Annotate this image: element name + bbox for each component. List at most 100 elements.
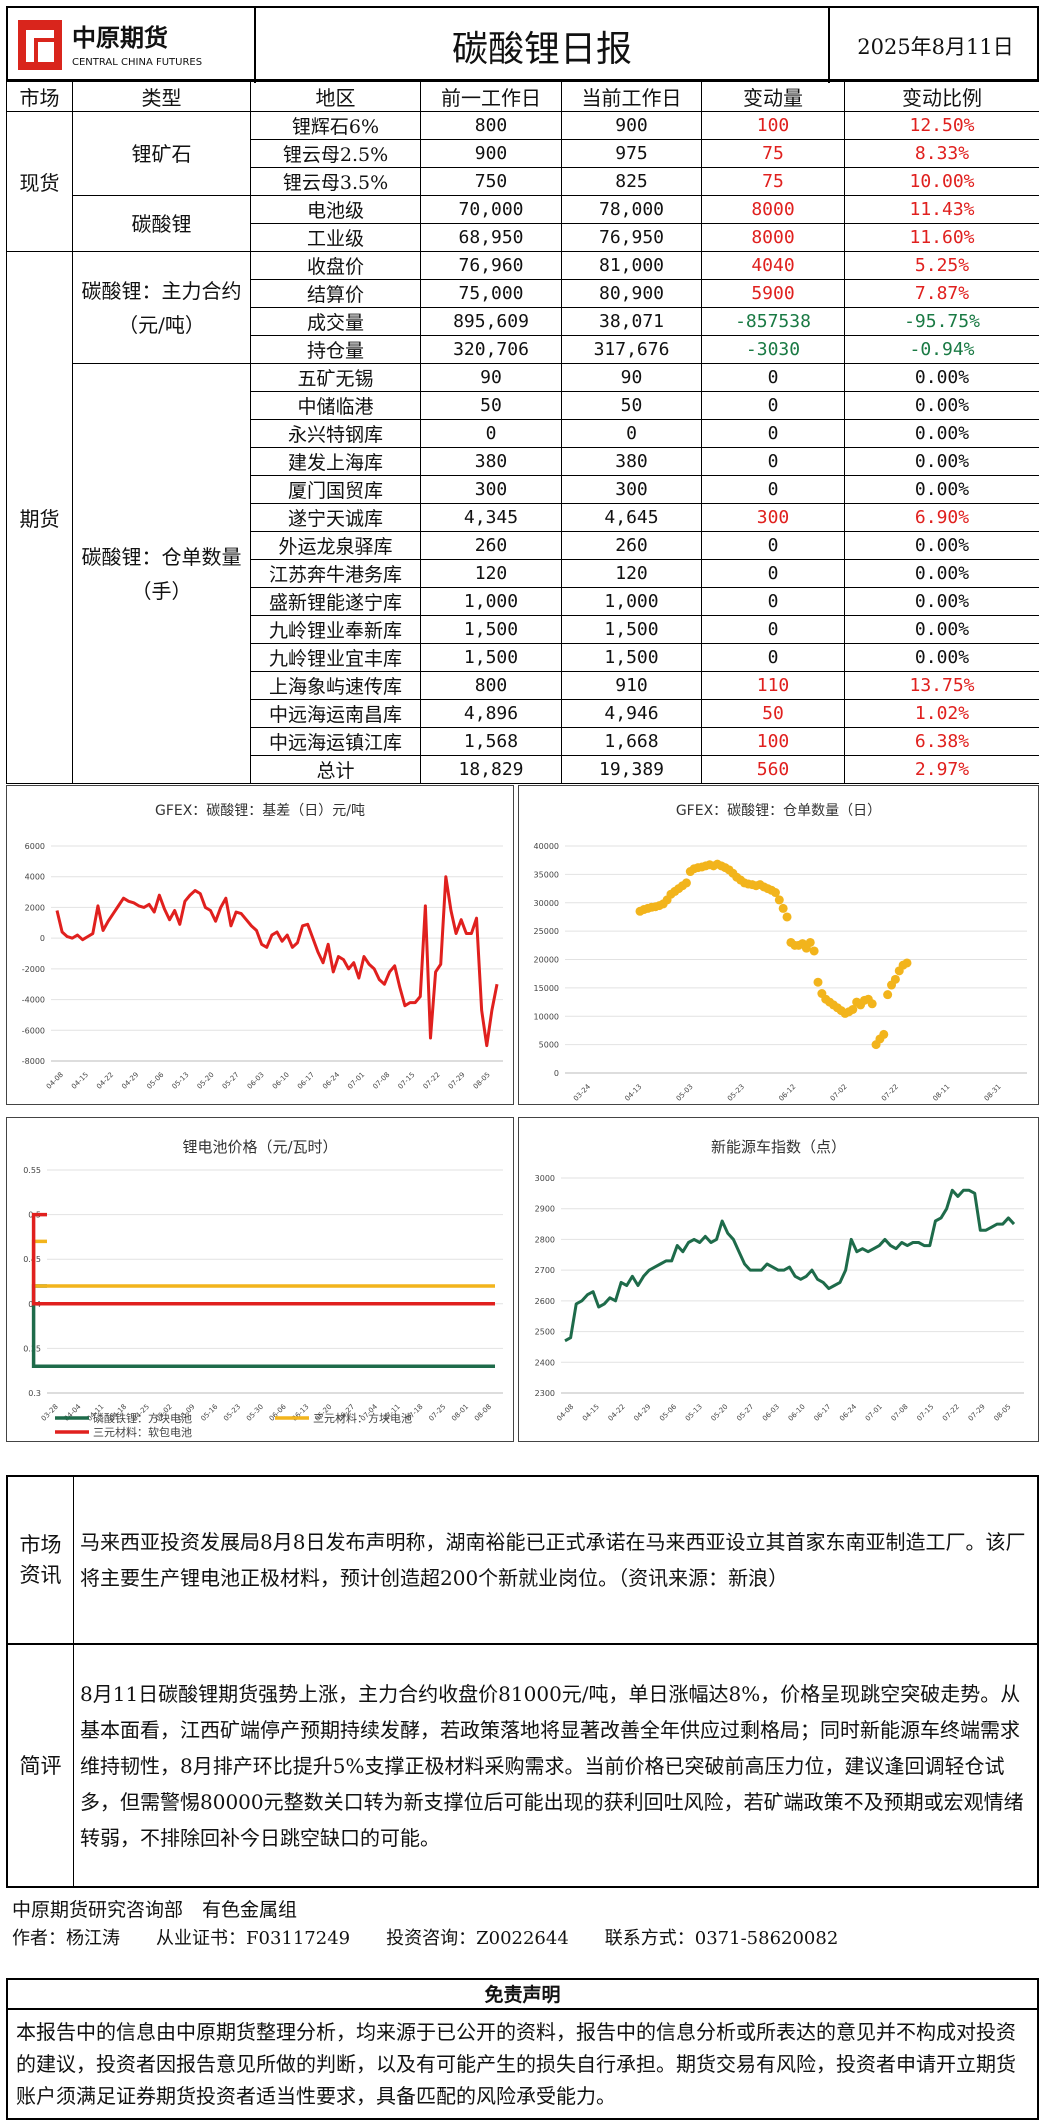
table-header-row: 市场 类型 地区 前一工作日 当前工作日 变动量 变动比例 [6, 81, 1039, 112]
warrant-point [813, 977, 823, 987]
y-tick-label: 15000 [534, 984, 559, 993]
column-header: 变动比例 [844, 81, 1039, 112]
change-pct: 11.60% [844, 223, 1039, 252]
x-tick-label: 07-29 [967, 1403, 987, 1423]
x-tick-label: 06-17 [812, 1403, 832, 1423]
warrant-chart-title: GFEX：碳酸锂：仓单数量（日） [675, 803, 882, 819]
prev-value: 18,829 [420, 755, 562, 784]
x-tick-label: 07-25 [427, 1403, 447, 1423]
change-value: 0 [701, 587, 845, 616]
table-row: 江苏奔牛港务库 120 120 0 0.00% [7, 559, 1039, 588]
x-tick-label: 05-27 [221, 1071, 241, 1091]
y-tick-label: 0 [40, 934, 45, 943]
prev-value: 800 [420, 671, 562, 700]
column-header: 类型 [72, 81, 251, 112]
x-tick-label: 04-15 [70, 1071, 90, 1091]
x-tick-label: 07-29 [447, 1071, 467, 1091]
change-value: 8000 [701, 195, 845, 224]
column-header: 市场 [6, 81, 73, 112]
cur-value: 975 [561, 139, 702, 168]
change-value: 300 [701, 503, 845, 532]
table-row: 现货 锂矿石 锂辉石6% 800 900 100 12.50% [6, 111, 1039, 252]
cur-value: 825 [561, 167, 702, 196]
table-row: 永兴特钢库 0 0 0 0.00% [7, 419, 1039, 448]
item-name: 持仓量 [250, 335, 421, 364]
nev-chart-title: 新能源车指数（点） [710, 1138, 846, 1156]
y-tick-label: 2800 [535, 1235, 555, 1244]
x-tick-label: 04-13 [623, 1083, 643, 1103]
change-value: 110 [701, 671, 845, 700]
x-tick-label: 05-06 [658, 1402, 678, 1422]
x-tick-label: 04-29 [120, 1071, 140, 1091]
item-name: 收盘价 [250, 251, 421, 280]
warrant-point [848, 1004, 858, 1014]
cur-value: 900 [561, 111, 702, 140]
prev-value: 320,706 [420, 335, 562, 364]
table-row: 中储临港 50 50 0 0.00% [7, 391, 1039, 420]
warrant-point [782, 912, 792, 922]
change-pct: 0.00% [844, 615, 1039, 644]
item-name: 锂辉石6% [250, 111, 421, 140]
cur-value: 19,389 [561, 755, 702, 784]
table-row: 期货 碳酸锂：主力合约（元/吨） 收盘价 76,960 81,000 4040 5.25% [6, 251, 1039, 784]
item-name: 建发上海库 [250, 447, 421, 476]
column-header: 当前工作日 [561, 81, 702, 112]
cur-value: 910 [561, 671, 702, 700]
cur-value: 380 [561, 447, 702, 476]
x-tick-label: 06-13 [291, 1403, 311, 1423]
item-name: 中远海运镇江库 [250, 727, 421, 756]
change-value: 100 [701, 727, 845, 756]
x-tick-label: 04-29 [632, 1403, 652, 1423]
nev-chart-panel: 新能源车指数（点） 2300 2400 2500 2600 2700 2800 2900 30… [518, 1117, 1039, 1442]
table-row: 总计 18,829 19,389 560 2.97% [7, 755, 1039, 784]
x-tick-label: 08-31 [983, 1083, 1003, 1103]
y-tick-label: 6000 [25, 842, 45, 851]
battery-series-line [31, 1212, 495, 1306]
x-tick-label: 06-10 [787, 1403, 807, 1423]
prev-value: 260 [420, 531, 562, 560]
table-row: 厦门国贸库 300 300 0 0.00% [7, 475, 1039, 504]
x-tick-label: 05-06 [145, 1070, 165, 1090]
disclaimer-text: 本报告中的信息由中原期货整理分析，均来源于已公开的资料，报告中的信息分析或所表达… [6, 2008, 1039, 2120]
x-tick-label: 05-23 [222, 1403, 242, 1423]
prev-value: 1,000 [420, 587, 562, 616]
y-tick-label: 2900 [535, 1205, 555, 1214]
item-name: 工业级 [250, 223, 421, 252]
basis-series-line [55, 875, 499, 1048]
warrant-point [890, 974, 900, 984]
change-pct: 6.38% [844, 727, 1039, 756]
change-pct: 10.00% [844, 167, 1039, 196]
company-logo: 中原期货 CENTRAL CHINA FUTURES [18, 18, 238, 74]
warrant-chart: 0 5000 10000 15000 20000 25000 30000 35000 40000… [534, 842, 1027, 1103]
change-value: 100 [701, 111, 845, 140]
cur-value: 78,000 [561, 195, 702, 224]
cur-value: 1,500 [561, 615, 702, 644]
x-tick-label: 05-03 [675, 1083, 695, 1103]
prev-value: 800 [420, 111, 562, 140]
x-tick-label: 05-30 [245, 1403, 265, 1423]
change-value: 0 [701, 559, 845, 588]
change-pct: 2.97% [844, 755, 1039, 784]
x-tick-label: 05-27 [735, 1403, 755, 1423]
x-tick-label: 05-20 [710, 1403, 730, 1423]
nev-chart: 2300 2400 2500 2600 2700 2800 2900 3000 04-08 04-… [535, 1174, 1024, 1423]
x-tick-label: 07-08 [890, 1403, 910, 1423]
x-tick-label: 06-03 [761, 1403, 781, 1423]
market-label: 期货 [6, 251, 73, 784]
basis-chart-title: GFEX：碳酸锂：基差（日）元/吨 [154, 803, 366, 819]
y-tick-label: 0.3 [28, 1389, 41, 1398]
prev-value: 70,000 [420, 195, 562, 224]
cur-value: 1,668 [561, 727, 702, 756]
x-tick-label: 08-08 [473, 1403, 493, 1423]
item-name: 锂云母2.5% [250, 139, 421, 168]
warrant-point [902, 958, 912, 968]
item-name: 锂云母3.5% [250, 167, 421, 196]
x-tick-label: 07-08 [371, 1071, 391, 1091]
change-pct: 0.00% [844, 363, 1039, 392]
item-name: 成交量 [250, 307, 421, 336]
price-table: 市场 类型 地区 前一工作日 当前工作日 变动量 变动比例 现货 锂矿石 锂辉石6% 800 900 1… [6, 81, 1039, 784]
item-name: 盛新锂能遂宁库 [250, 587, 421, 616]
change-value: 0 [701, 391, 845, 420]
author-line: 作者：杨江涛 从业证书：F03117249 投资咨询：Z0022644 联系方式… [12, 1928, 839, 1949]
table-row: 碳酸锂：仓单数量（手） 五矿无锡 90 90 0 0.00% [7, 363, 1039, 784]
